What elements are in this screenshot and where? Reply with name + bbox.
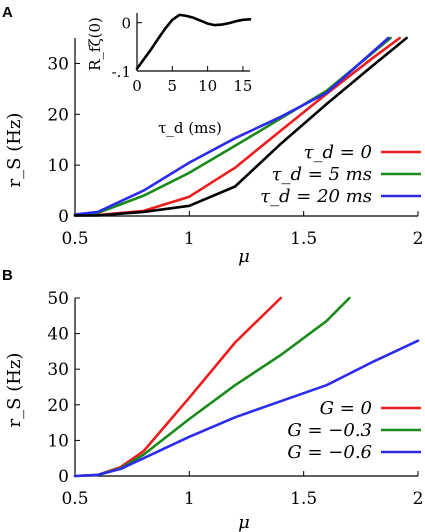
panel-a-y-label: r_S (Hz) (4, 113, 25, 188)
inset-x-label: τ_d (ms) (158, 119, 222, 137)
panel-b-letter: B (2, 267, 13, 284)
panel-b-y-tick-label: 50 (47, 289, 69, 309)
panel-b-y-label: r_S (Hz) (4, 353, 25, 428)
panel-b-legend-label: G = −0.3 (287, 420, 372, 441)
panel-b-legend-label: G = −0.6 (287, 442, 372, 463)
panel-a-y-tick-label: 0 (58, 207, 69, 227)
inset-y-tick-label: 0 (121, 15, 131, 33)
inset-x-tick-label: 5 (168, 77, 178, 95)
panel-a-legend-label: τ_d = 5 ms (272, 164, 373, 185)
inset-y-tick-label: -.1 (112, 63, 131, 81)
panel-b-series-line-1 (73, 296, 283, 478)
panel-a-y-tick-label: 20 (47, 105, 69, 125)
inset-x-tick-label: 10 (198, 77, 217, 95)
panel-a-series (73, 36, 408, 217)
panel-b-y-tick-label: 10 (47, 431, 69, 451)
panel-a-series-line-4 (73, 36, 408, 217)
panel-a-legend-label: τ_d = 20 ms (260, 186, 372, 207)
panel-b-y-tick-label: 40 (47, 325, 69, 345)
panel-b-legend: G = 0G = −0.3G = −0.6 (287, 398, 421, 463)
panel-a-letter: A (2, 4, 13, 21)
inset-x-tick-label: 0 (132, 77, 142, 95)
panel-a-inset: 0 5 10 15-.10 τ_d (ms) R_fζ(0) (86, 13, 252, 137)
panel-a-x-tick-label: 2 (413, 229, 424, 249)
panel-a-legend: τ_d = 0τ_d = 5 msτ_d = 20 ms (260, 142, 421, 207)
panel-b-y-tick-label: 0 (58, 467, 69, 487)
panel-b-x-tick-label: 0.5 (61, 489, 88, 509)
inset-axes: 0 5 10 15-.10 (112, 13, 252, 95)
panel-b-series-line-3 (73, 339, 420, 478)
panel-a-x-tick-label: 1 (184, 229, 195, 249)
panel-b-legend-label: G = 0 (320, 398, 372, 419)
inset-series (135, 13, 252, 70)
panel-a-y-tick-label: 30 (47, 54, 69, 74)
panel-a-x-tick-label: 1.5 (290, 229, 317, 249)
panel-a-x-label: μ (238, 246, 250, 267)
panel-b-x-label: μ (238, 512, 250, 532)
panel-a-x-tick-label: 0.5 (61, 229, 88, 249)
panel-b-y-tick-label: 20 (47, 396, 69, 416)
panel-b-x-tick-label: 1 (184, 489, 195, 509)
panel-b-x-tick-label: 2 (413, 489, 424, 509)
panel-b-series (73, 296, 420, 478)
inset-x-tick-label: 15 (233, 77, 252, 95)
inset-y-label: R_fζ(0) (86, 17, 104, 71)
panel-b-y-tick-label: 30 (47, 360, 69, 380)
panel-b-x-tick-label: 1.5 (290, 489, 317, 509)
panel-a-series-line-3 (73, 36, 390, 216)
panel-a-legend-label: τ_d = 0 (304, 142, 372, 163)
inset-series-line-1 (135, 13, 252, 70)
panel-a-y-tick-label: 10 (47, 156, 69, 176)
